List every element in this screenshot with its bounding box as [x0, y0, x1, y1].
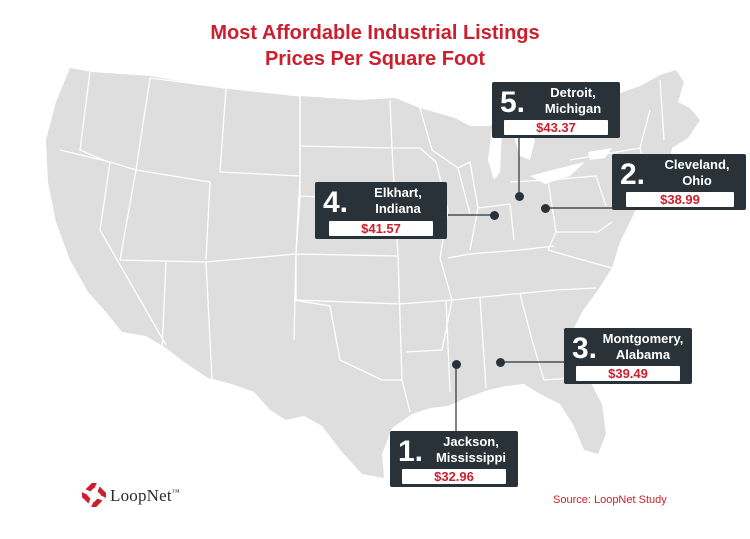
state-name: Alabama	[615, 347, 671, 362]
state-name: Michigan	[544, 101, 602, 116]
rank-number: 1.	[398, 435, 424, 468]
city-label: Cleveland, Ohio	[652, 157, 742, 189]
state-name: Ohio	[682, 173, 712, 188]
callout-cleveland: 2. Cleveland, Ohio $38.99	[612, 154, 746, 210]
rank-number: 4.	[323, 186, 349, 219]
state-name: Mississippi	[435, 450, 507, 465]
city-name: Montgomery,	[602, 331, 684, 346]
loopnet-logo-icon	[82, 483, 106, 507]
callout-elkhart: 4. Elkhart, Indiana $41.57	[315, 182, 447, 239]
city-label: Jackson, Mississippi	[426, 434, 516, 466]
us-landmass	[46, 68, 700, 478]
callout-montgomery: 3. Montgomery, Alabama $39.49	[564, 328, 692, 384]
city-label: Montgomery, Alabama	[596, 331, 690, 363]
cleveland-pin	[540, 203, 550, 213]
jackson-pin	[451, 359, 461, 369]
city-name: Detroit,	[550, 85, 596, 100]
state-name: Indiana	[375, 201, 421, 216]
callout-jackson: 1. Jackson, Mississippi $32.96	[390, 431, 518, 487]
rank-number: 5.	[500, 86, 526, 119]
price-value: $38.99	[626, 192, 734, 207]
state-borders	[59, 71, 665, 413]
montgomery-pin	[495, 357, 505, 367]
title-line-1: Most Affordable Industrial Listings	[210, 22, 540, 44]
source-note: Source: LoopNet Study	[553, 494, 667, 506]
detroit-pin	[514, 191, 524, 201]
city-name: Cleveland,	[664, 157, 730, 172]
title-line-2: Prices Per Square Foot	[264, 48, 486, 70]
rank-number: 2.	[620, 158, 646, 191]
elkhart-pin	[489, 210, 499, 220]
brand-name: LoopNet	[110, 486, 172, 505]
callout-detroit: 5. Detroit, Michigan $43.37	[492, 82, 620, 138]
rank-number: 3.	[572, 332, 598, 365]
city-label: Detroit, Michigan	[532, 85, 614, 117]
price-value: $43.37	[504, 120, 608, 135]
price-value: $32.96	[402, 469, 506, 484]
trademark-symbol: ™	[171, 487, 180, 497]
city-name: Elkhart,	[374, 185, 422, 200]
city-label: Elkhart, Indiana	[355, 185, 441, 217]
price-value: $39.49	[576, 366, 680, 381]
brand-wordmark: LoopNet™	[110, 486, 180, 506]
city-name: Jackson,	[443, 434, 499, 449]
price-value: $41.57	[329, 221, 433, 236]
